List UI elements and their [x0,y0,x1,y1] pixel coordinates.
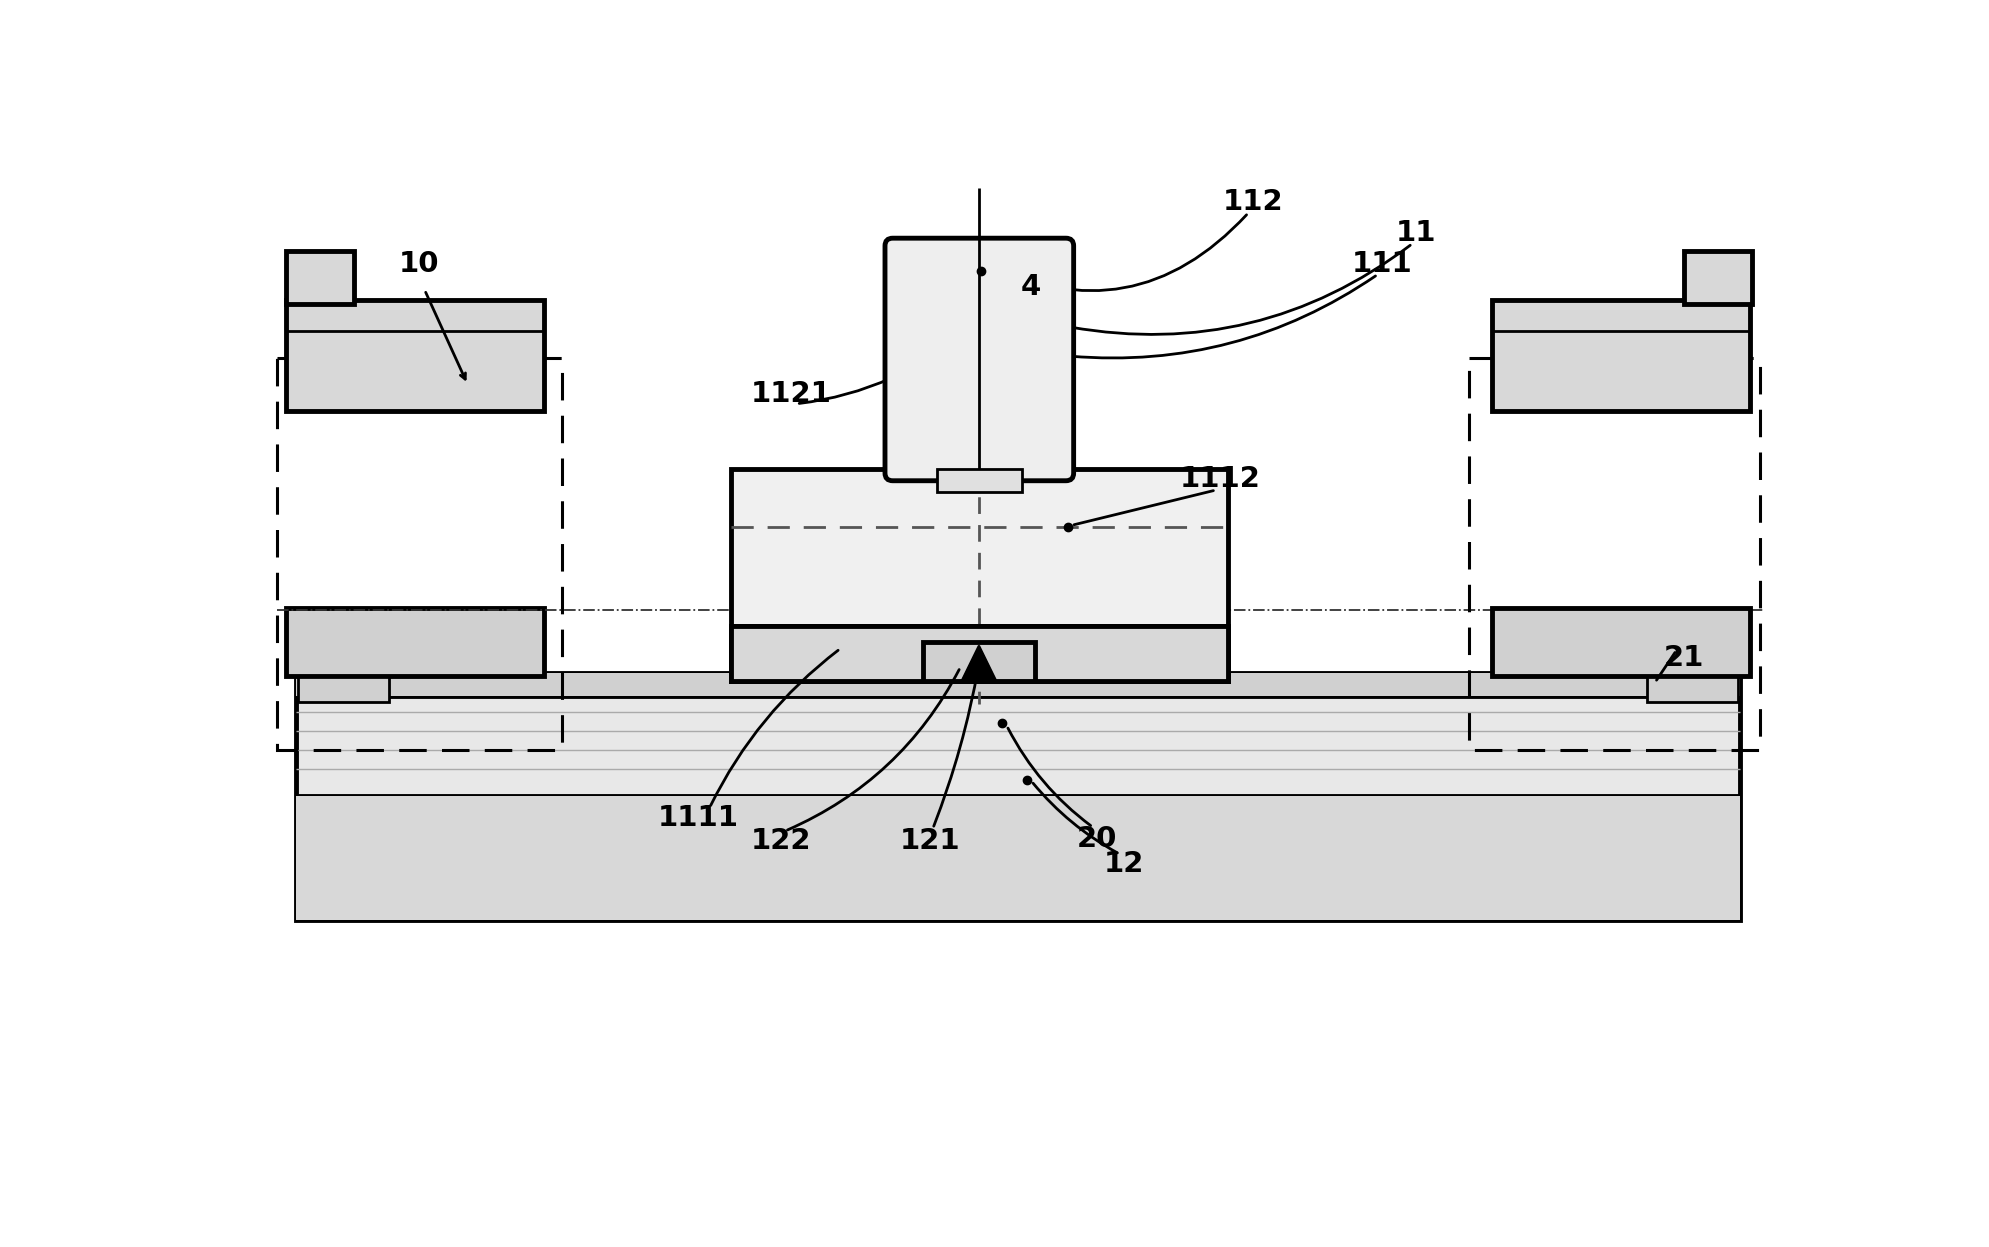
Bar [296,797,1740,919]
Text: 10: 10 [400,249,440,278]
Bar [286,607,543,676]
Bar [276,358,561,751]
Text: 111: 111 [1351,249,1412,278]
Bar [1468,358,1760,751]
Bar [296,673,1740,696]
Text: 1112: 1112 [1179,465,1261,494]
Text: 1121: 1121 [750,380,831,409]
Text: 20: 20 [1076,824,1118,853]
Bar [732,626,1227,681]
Bar [286,299,543,412]
Text: 122: 122 [750,827,812,855]
Text: 21: 21 [1665,643,1705,672]
Bar [732,469,1227,681]
Bar [732,626,1227,681]
Text: 11: 11 [1396,218,1436,247]
Bar [1492,607,1750,676]
Text: 4: 4 [1020,273,1042,301]
FancyBboxPatch shape [885,238,1074,481]
Text: 121: 121 [899,827,961,855]
Bar [298,677,390,702]
Bar [732,626,1227,681]
Bar [1647,677,1738,702]
Text: 12: 12 [1104,850,1144,878]
Polygon shape [963,646,996,681]
Bar [1685,252,1752,303]
Bar [286,252,354,303]
Bar [296,673,1740,919]
Bar [937,469,1022,493]
Text: 112: 112 [1223,188,1283,216]
Text: 1111: 1111 [658,804,740,832]
Bar [1492,299,1750,412]
Bar [923,642,1034,681]
